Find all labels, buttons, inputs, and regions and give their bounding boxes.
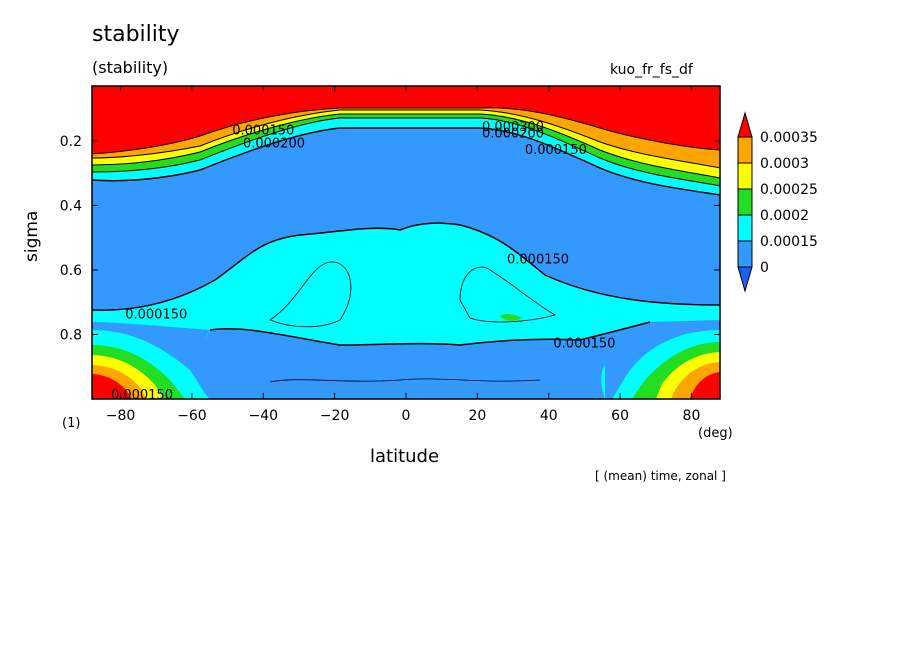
contour-label: 0.000300 (482, 120, 544, 135)
x-axis-unit: (deg) (698, 426, 733, 441)
fill-green-blob (500, 313, 522, 321)
x-axis-ticks: −80 −60 −40 −20 0 20 40 60 80 (106, 86, 701, 424)
y-axis-ticks: 0.2 0.4 0.6 0.8 (60, 134, 720, 343)
contour-0.0003-upper (92, 109, 720, 169)
contour-0.00015-upper (92, 127, 720, 196)
colorbar-label: 0.0002 (760, 208, 809, 224)
colorbar-swatch (737, 188, 753, 216)
contour-lines (92, 107, 720, 383)
x-tick-label: 40 (540, 408, 558, 424)
contour-label: 0.000200 (482, 127, 544, 142)
chart-subtitle: (stability) (92, 58, 169, 77)
panel-label: (1) (62, 416, 81, 431)
contour-label: 0.000200 (243, 136, 305, 151)
contour-0.00035-upper (92, 107, 720, 155)
colorbar-swatch (737, 240, 753, 268)
y-tick-label: 0.2 (60, 134, 82, 150)
averaging-note: [ (mean) time, zonal ] (595, 469, 726, 483)
x-tick-label: −60 (177, 408, 207, 424)
colorbar-label: 0.00015 (760, 234, 818, 250)
contour-label: 0.000150 (507, 252, 569, 267)
x-tick-label: −40 (248, 408, 278, 424)
y-tick-label: 0.6 (60, 263, 82, 279)
contour-0.0002-upper (92, 117, 720, 187)
fill-bottom-left-red (92, 374, 132, 399)
contour-inner-bottom (269, 378, 541, 383)
contour-inner-left (269, 261, 352, 328)
run-name: kuo_fr_fs_df (610, 62, 693, 78)
fill-upper-red (92, 86, 720, 154)
contour-label: 0.000150 (232, 123, 294, 138)
y-tick-label: 0.8 (60, 327, 82, 343)
colorbar-swatch (737, 214, 753, 242)
x-tick-label: −80 (106, 408, 136, 424)
fill-bottom-right-red (690, 372, 720, 399)
contour-0.00015-mid (92, 222, 720, 311)
colorbar: 0 0.00015 0.0002 0.00025 0.0003 0.00035 (737, 111, 818, 293)
contour-0.00025-upper (92, 113, 720, 179)
colorbar-top-arrow (737, 111, 753, 138)
colorbar-bottom-arrow (737, 266, 753, 293)
x-tick-label: 20 (468, 408, 486, 424)
colorbar-label: 0.00025 (760, 182, 818, 198)
x-axis-label: latitude (370, 446, 440, 467)
colorbar-swatch (737, 136, 753, 164)
colorbar-label: 0 (760, 260, 769, 276)
contour-label: 0.000150 (125, 307, 187, 322)
chart-title: stability (92, 22, 180, 47)
colorbar-label: 0.0003 (760, 156, 809, 172)
contour-labels: 0.000150 0.000150 0.000150 0.000150 0.000150… (111, 120, 615, 403)
x-tick-label: 60 (611, 408, 629, 424)
contour-inner-right (459, 266, 557, 323)
contour-0.00015-lower (209, 321, 651, 346)
y-tick-label: 0.4 (60, 198, 82, 214)
x-tick-label: 80 (683, 408, 701, 424)
contour-label: 0.000150 (111, 388, 173, 403)
x-tick-label: −20 (320, 408, 350, 424)
contour-label: 0.000150 (553, 336, 615, 351)
x-tick-label: 0 (402, 408, 411, 424)
colorbar-swatch (737, 162, 753, 190)
contour-fill (92, 86, 720, 399)
contour-label: 0.000150 (525, 143, 587, 158)
colorbar-label: 0.00035 (760, 130, 818, 146)
